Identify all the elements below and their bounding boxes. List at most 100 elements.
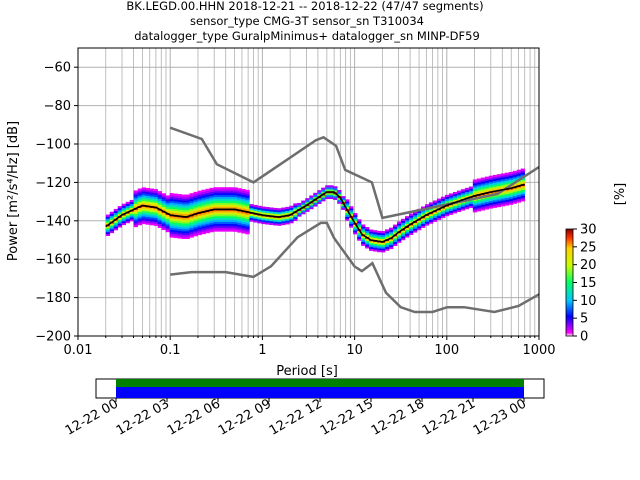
heatmap-cell bbox=[365, 244, 370, 247]
heatmap-cell bbox=[245, 222, 250, 225]
heatmap-cell bbox=[468, 199, 474, 203]
title-line-3: datalogger_type GuralpMinimus+ datalogge… bbox=[134, 29, 480, 43]
heatmap-cell bbox=[440, 213, 446, 217]
heatmap-cell bbox=[181, 213, 186, 216]
heatmap-cell bbox=[149, 215, 154, 218]
heatmap-cell bbox=[133, 201, 138, 205]
heatmap-cell bbox=[145, 199, 150, 202]
heatmap-cell bbox=[189, 212, 194, 215]
heatmap-cell bbox=[185, 213, 190, 216]
heatmap-cell bbox=[189, 193, 194, 196]
heatmap-cell bbox=[329, 185, 334, 188]
heatmap-cell bbox=[129, 199, 134, 203]
heatmap-cell bbox=[237, 207, 242, 210]
heatmap-cell bbox=[401, 224, 406, 227]
heatmap-cell bbox=[297, 202, 302, 206]
heatmap-cell bbox=[217, 194, 222, 198]
heatmap-cell bbox=[273, 221, 278, 224]
heatmap-cell bbox=[241, 200, 246, 203]
heatmap-cell bbox=[181, 200, 186, 203]
heatmap-cell bbox=[253, 214, 258, 217]
heatmap-cell bbox=[325, 189, 330, 192]
colorbar-tick-label: 25 bbox=[580, 240, 597, 255]
heatmap-cell bbox=[157, 214, 162, 217]
heatmap-cell bbox=[492, 203, 498, 206]
heatmap-cell bbox=[492, 180, 498, 183]
heatmap-cell bbox=[405, 219, 410, 223]
heatmap-cell bbox=[177, 232, 182, 235]
heatmap-cell bbox=[289, 219, 294, 222]
heatmap-cell bbox=[520, 180, 526, 183]
heatmap-cell bbox=[197, 198, 202, 201]
heatmap-cell bbox=[205, 215, 210, 218]
heatmap-cell bbox=[145, 218, 150, 221]
heatmap-cell bbox=[209, 216, 214, 219]
heatmap-cell bbox=[452, 203, 458, 206]
heatmap-cell bbox=[197, 223, 202, 226]
heatmap-cell bbox=[325, 192, 330, 196]
heatmap-cell bbox=[121, 209, 127, 212]
heatmap-cell bbox=[357, 236, 362, 239]
heatmap-cell bbox=[153, 189, 158, 192]
heatmap-cell bbox=[133, 213, 138, 216]
heatmap-cell bbox=[436, 202, 442, 205]
heatmap-cell bbox=[357, 221, 362, 224]
heatmap-cell bbox=[225, 202, 230, 205]
heatmap-cell bbox=[448, 197, 454, 200]
heatmap-cell bbox=[488, 181, 494, 184]
heatmap-cell bbox=[277, 219, 282, 222]
heatmap-cell bbox=[145, 195, 150, 198]
heatmap-cell bbox=[480, 208, 486, 211]
heatmap-cell bbox=[157, 210, 162, 213]
heatmap-cell bbox=[217, 212, 222, 215]
heatmap-cell bbox=[476, 180, 482, 183]
heatmap-cell bbox=[217, 191, 222, 194]
heatmap-cell bbox=[189, 225, 194, 229]
heatmap-cell bbox=[137, 200, 142, 203]
heatmap-cell bbox=[145, 214, 150, 218]
heatmap-cell bbox=[185, 194, 190, 197]
heatmap-cell bbox=[137, 219, 142, 222]
heatmap-cell bbox=[181, 221, 186, 224]
heatmap-cell bbox=[109, 223, 115, 226]
heatmap-cell bbox=[289, 221, 294, 224]
heatmap-cell bbox=[213, 212, 218, 215]
heatmap-cell bbox=[173, 201, 178, 204]
heatmap-cell bbox=[508, 196, 514, 200]
heatmap-cell bbox=[452, 209, 458, 212]
heatmap-cell bbox=[217, 219, 222, 223]
heatmap-cell bbox=[257, 221, 262, 224]
heatmap-cell bbox=[508, 179, 514, 182]
heatmap-cell bbox=[448, 195, 454, 198]
heatmap-cell bbox=[500, 200, 506, 203]
heatmap-cell bbox=[261, 216, 266, 219]
heatmap-cell bbox=[512, 188, 518, 191]
heatmap-cell bbox=[169, 202, 174, 205]
heatmap-cell bbox=[285, 220, 290, 223]
heatmap-cell bbox=[385, 242, 390, 245]
heatmap-cell bbox=[484, 178, 490, 181]
heatmap-cell bbox=[185, 209, 190, 213]
timeline-tick-label: 12-22 03 bbox=[114, 396, 172, 438]
heatmap-cell bbox=[512, 195, 518, 199]
heatmap-cell bbox=[241, 217, 246, 221]
heatmap-cell bbox=[476, 190, 482, 193]
heatmap-cell bbox=[289, 217, 294, 220]
heatmap-cell bbox=[181, 202, 186, 205]
heatmap-cell bbox=[444, 200, 450, 203]
heatmap-cell bbox=[520, 172, 526, 175]
x-axis-label: Period [s] bbox=[276, 364, 338, 379]
heatmap-cell bbox=[285, 210, 290, 213]
heatmap-cell bbox=[177, 209, 182, 212]
heatmap-cell bbox=[484, 197, 490, 200]
heatmap-cell bbox=[117, 209, 123, 213]
heatmap-cell bbox=[329, 194, 334, 198]
heatmap-cell bbox=[161, 216, 166, 219]
heatmap-cell bbox=[516, 183, 522, 186]
heatmap-cell bbox=[121, 220, 127, 224]
heatmap-cell bbox=[261, 219, 266, 223]
heatmap-cell bbox=[496, 176, 502, 179]
heatmap-cell bbox=[492, 174, 498, 178]
heatmap-cell bbox=[504, 191, 510, 195]
heatmap-cell bbox=[305, 200, 310, 203]
